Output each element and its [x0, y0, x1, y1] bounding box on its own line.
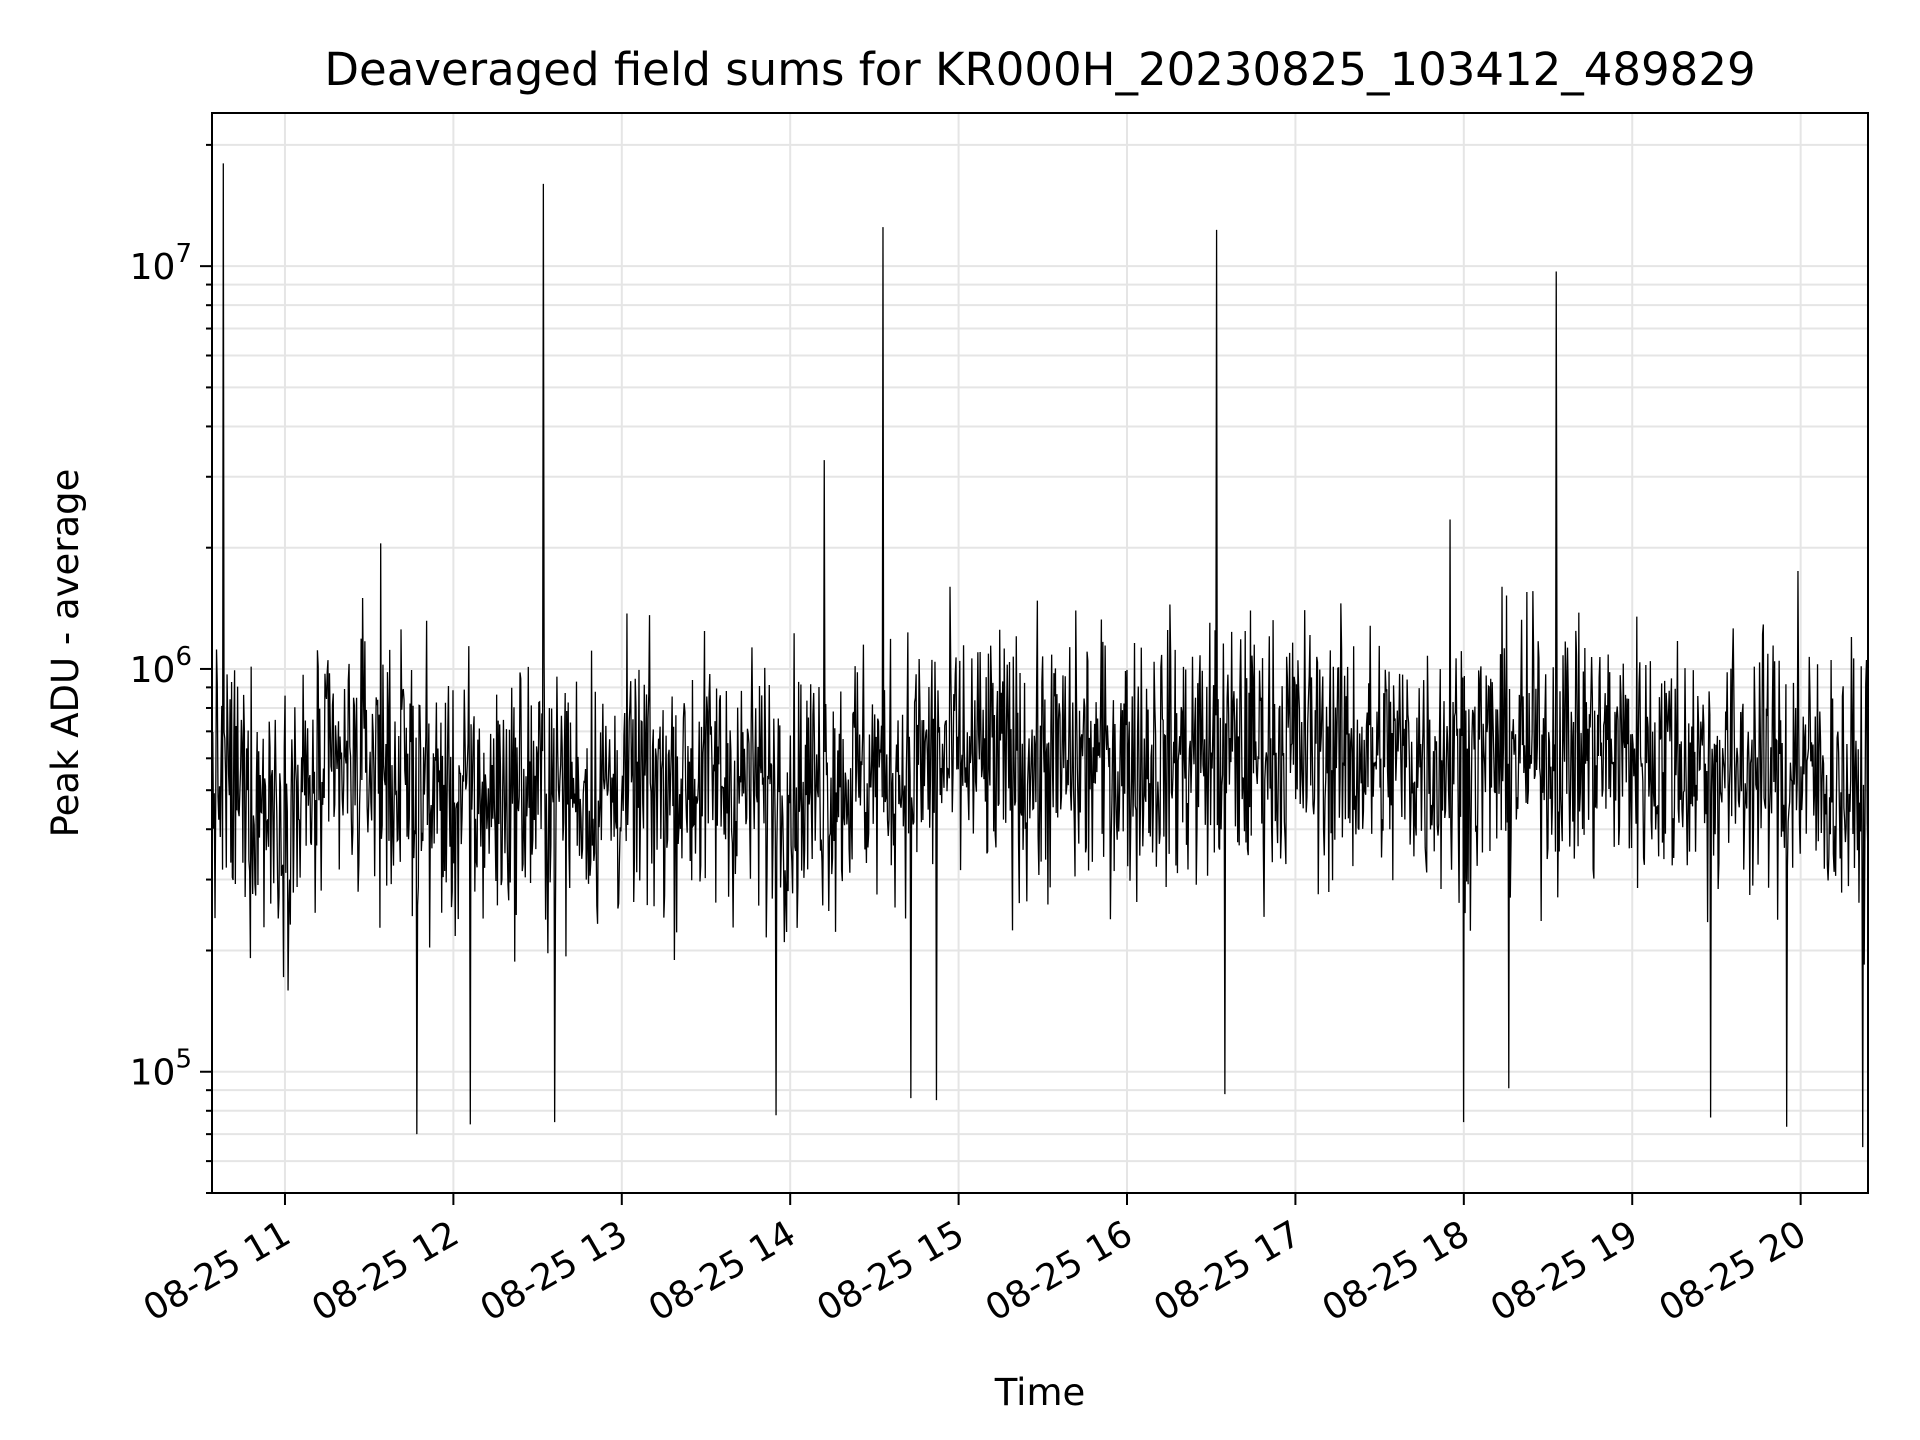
x-axis-label: Time: [994, 1371, 1086, 1414]
y-axis-label: Peak ADU - average: [44, 469, 87, 838]
series-line: [211, 163, 1869, 1148]
plot-frame: [211, 112, 1869, 1194]
series-path: [211, 163, 1869, 1148]
y-tick-label: 105: [130, 1045, 192, 1094]
chart-title: Deaveraged field sums for KR000H_2023082…: [324, 43, 1755, 96]
y-tick-label: 106: [130, 642, 192, 691]
y-tick-label: 107: [130, 239, 192, 288]
